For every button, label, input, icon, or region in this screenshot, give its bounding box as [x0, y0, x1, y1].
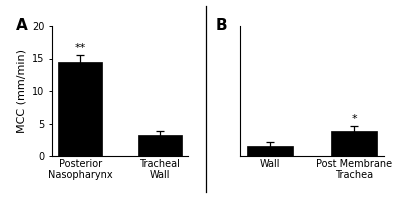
Bar [246, 146, 293, 156]
Y-axis label: MCC (mm/min): MCC (mm/min) [16, 49, 26, 133]
Text: *: * [352, 114, 357, 124]
Text: B: B [216, 18, 228, 33]
Text: A: A [16, 18, 28, 33]
Bar [138, 135, 182, 156]
Bar [331, 131, 378, 156]
Bar [58, 62, 102, 156]
Text: **: ** [74, 43, 86, 53]
